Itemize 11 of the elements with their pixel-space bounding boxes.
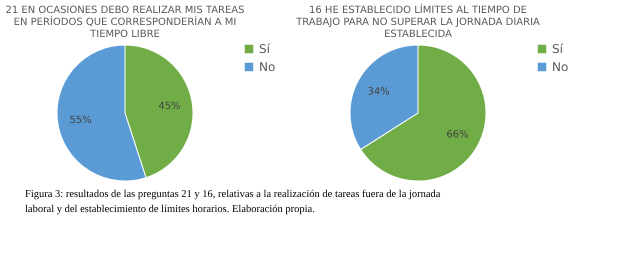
- data-label: 34%: [367, 86, 390, 98]
- chart-title: 16 HE ESTABLECIDO LÍMITES AL TIEMPO DE TRABAJO PARA NO SUPERAR LA JORNADA DIARIA ESTABLECIDA: [295, 3, 540, 40]
- data-label: 66%: [446, 130, 469, 141]
- legend-label: Sí: [259, 42, 271, 56]
- legend-label: No: [259, 60, 276, 74]
- chart-title: 21 EN OCASIONES DEBO REALIZAR MIS TAREAS EN PERÍODOS QUE CORRESPONDERÍAN A MI TIEMPO LIBRE: [6, 5, 244, 40]
- text: Figura 3: resultados de las preguntas 21 y 16, relativas a la realización de tareas fuera de la jornada laboral y del establecimiento de límites horarios. Elaboración propia.: [25, 189, 441, 215]
- legend-label: Sí: [552, 42, 564, 56]
- legend-label: No: [552, 60, 568, 74]
- data-label: 55%: [69, 115, 92, 126]
- data-label: 45%: [158, 100, 181, 112]
